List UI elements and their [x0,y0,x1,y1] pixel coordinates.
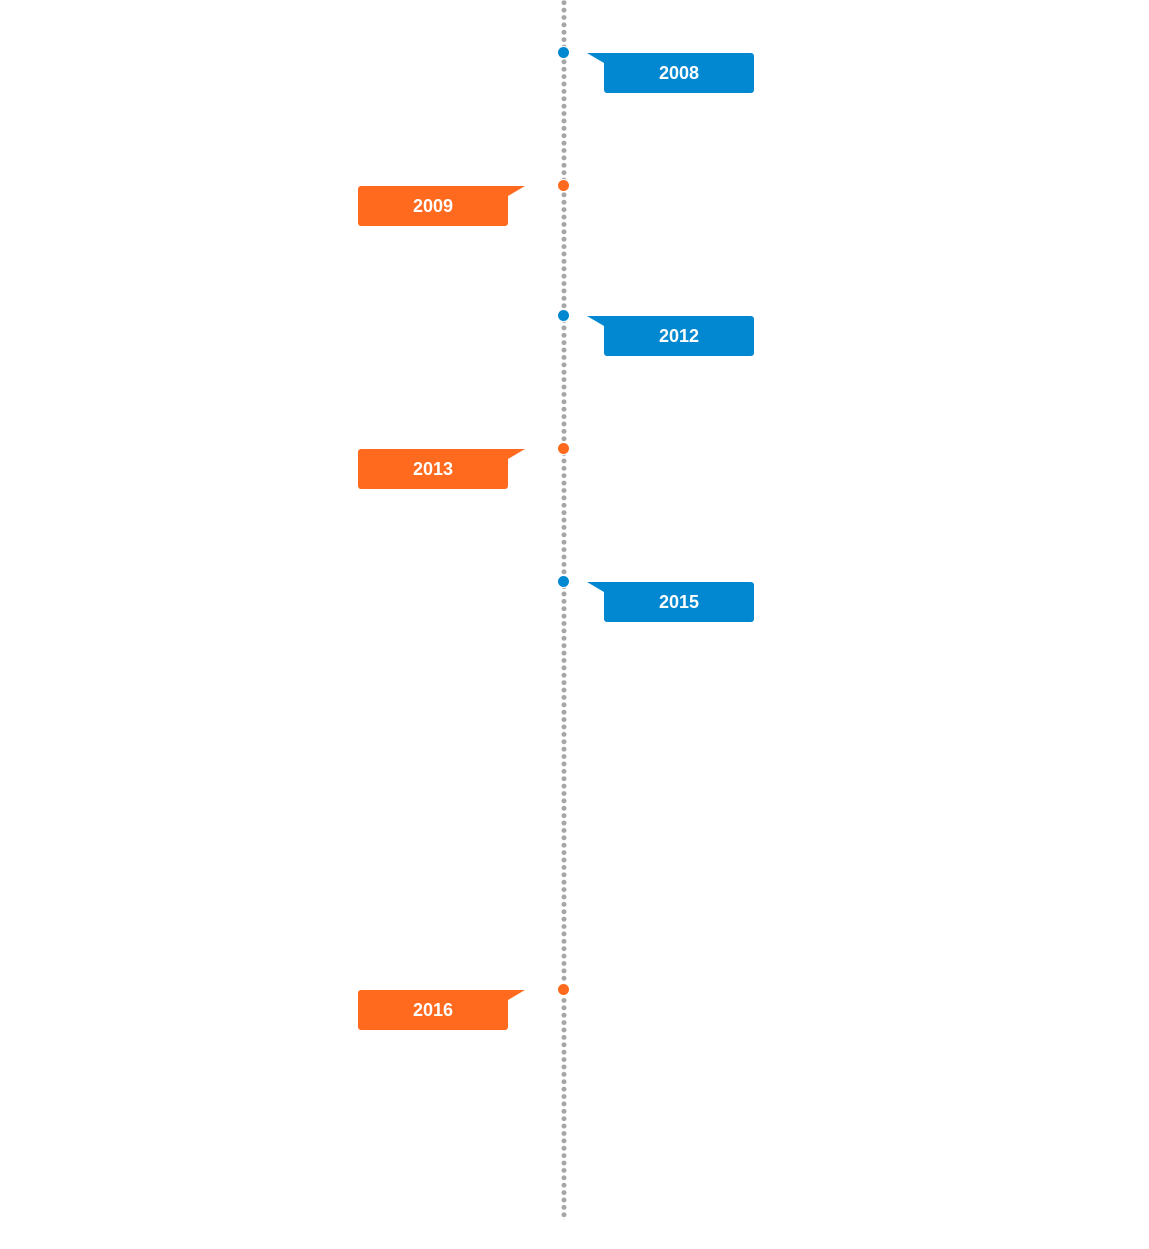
year-label-2008: 2008 [587,53,754,93]
timeline-line [561,0,567,1220]
timeline-node-2012 [557,309,570,322]
timeline-node-2008 [557,46,570,59]
timeline-node-2016 [557,983,570,996]
year-label-2013: 2013 [358,449,525,489]
timeline-node-2015 [557,575,570,588]
year-label-2016: 2016 [358,990,525,1030]
year-label-2012: 2012 [587,316,754,356]
timeline-node-2013 [557,442,570,455]
year-label-2015: 2015 [587,582,754,622]
year-label-2009: 2009 [358,186,525,226]
timeline-node-2009 [557,179,570,192]
